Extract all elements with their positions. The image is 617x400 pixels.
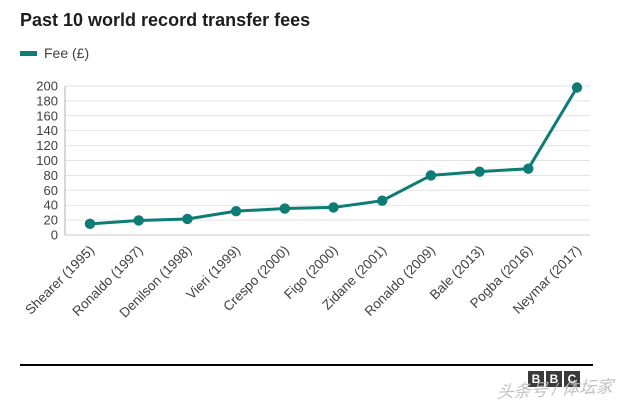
bbc-logo-block-c: C — [564, 371, 580, 387]
chart-title: Past 10 world record transfer fees — [20, 10, 311, 30]
y-tick-label: 80 — [44, 168, 58, 183]
legend: Fee (£) — [20, 45, 89, 61]
y-tick-label: 100 — [36, 153, 58, 168]
fee-series-swatch — [20, 50, 37, 56]
footer-rule — [20, 364, 593, 366]
y-tick-label: 20 — [44, 213, 58, 228]
y-tick-label: 200 — [36, 79, 58, 94]
data-point — [230, 205, 242, 217]
transfer-fee-line-chart: 0 20 40 60 80 100 120 140 160 180 200 Shearer (1995… — [0, 72, 617, 357]
data-point — [328, 202, 339, 213]
data-point — [279, 203, 290, 214]
y-tick-label: 60 — [44, 183, 58, 198]
data-point — [571, 82, 583, 93]
y-tick-label: 160 — [36, 108, 58, 123]
y-tick-label: 140 — [36, 123, 58, 138]
y-tick-label: 40 — [44, 198, 58, 213]
data-point — [84, 218, 96, 230]
data-point — [425, 170, 437, 181]
data-point — [377, 195, 388, 206]
y-tick-label: 0 — [51, 228, 58, 243]
data-point — [133, 215, 144, 226]
data-point — [182, 213, 193, 225]
y-tick-label: 180 — [36, 93, 58, 108]
bbc-logo-block-b2: B — [546, 371, 562, 387]
bbc-logo-block-b1: B — [528, 371, 544, 387]
data-point — [474, 166, 485, 177]
y-tick-label: 120 — [36, 138, 58, 153]
bbc-logo: B B C — [528, 371, 580, 387]
data-point — [523, 163, 534, 174]
fee-series-label: Fee (£) — [44, 45, 90, 61]
